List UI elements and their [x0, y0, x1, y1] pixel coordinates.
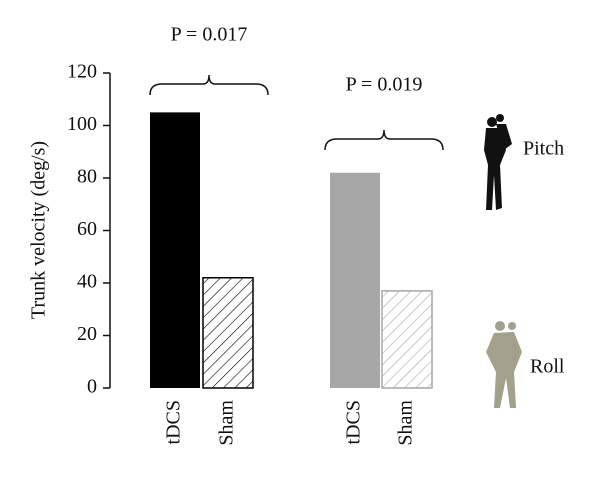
y-tick-label: 120	[67, 61, 97, 83]
y-tick-label: 0	[87, 376, 97, 398]
bracket	[149, 74, 269, 96]
x-tick-label: Sham	[216, 400, 238, 446]
bar	[381, 290, 433, 389]
y-tick-label: 100	[67, 113, 97, 135]
x-tick-label: tDCS	[163, 400, 185, 444]
group-label: Roll	[530, 356, 565, 378]
bracket	[324, 129, 444, 151]
p-value-annotation: P = 0.017	[171, 24, 248, 46]
y-tick-label: 20	[77, 323, 97, 345]
roll-icon	[486, 321, 522, 408]
bar	[150, 112, 200, 388]
x-tick-label: tDCS	[343, 400, 365, 444]
bar	[330, 172, 380, 388]
y-tick-label: 60	[77, 218, 97, 240]
y-axis-label: Trunk velocity (deg/s)	[28, 141, 50, 319]
p-value-annotation: P = 0.019	[346, 74, 423, 96]
x-tick-label: Sham	[395, 400, 417, 446]
y-tick-label: 80	[77, 166, 97, 188]
pitch-icon	[484, 114, 512, 210]
y-tick-label: 40	[77, 271, 97, 293]
group-label: Pitch	[523, 138, 564, 160]
bar	[202, 277, 254, 389]
